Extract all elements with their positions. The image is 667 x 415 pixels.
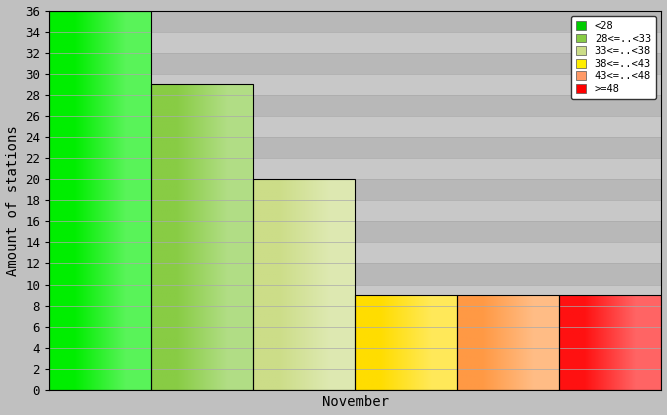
- Bar: [49, 32, 662, 53]
- Bar: [458, 295, 560, 390]
- Bar: [49, 158, 662, 179]
- Bar: [49, 327, 662, 348]
- Bar: [49, 74, 662, 95]
- Bar: [49, 10, 662, 32]
- Bar: [49, 200, 662, 221]
- Legend: <28, 28<=..<33, 33<=..<38, 38<=..<43, 43<=..<48, >=48: <28, 28<=..<33, 33<=..<38, 38<=..<43, 43…: [571, 16, 656, 99]
- X-axis label: November: November: [321, 395, 389, 410]
- Bar: [49, 95, 662, 116]
- Bar: [49, 369, 662, 390]
- Bar: [49, 242, 662, 264]
- Bar: [49, 179, 662, 200]
- Bar: [49, 10, 151, 390]
- Bar: [49, 305, 662, 327]
- Bar: [356, 295, 458, 390]
- Bar: [49, 285, 662, 305]
- Y-axis label: Amount of stations: Amount of stations: [5, 125, 19, 276]
- Bar: [49, 348, 662, 369]
- Bar: [253, 179, 356, 390]
- Bar: [49, 221, 662, 242]
- Bar: [49, 264, 662, 285]
- Bar: [560, 295, 662, 390]
- Bar: [49, 53, 662, 74]
- Bar: [151, 84, 253, 390]
- Bar: [49, 137, 662, 158]
- Bar: [49, 116, 662, 137]
